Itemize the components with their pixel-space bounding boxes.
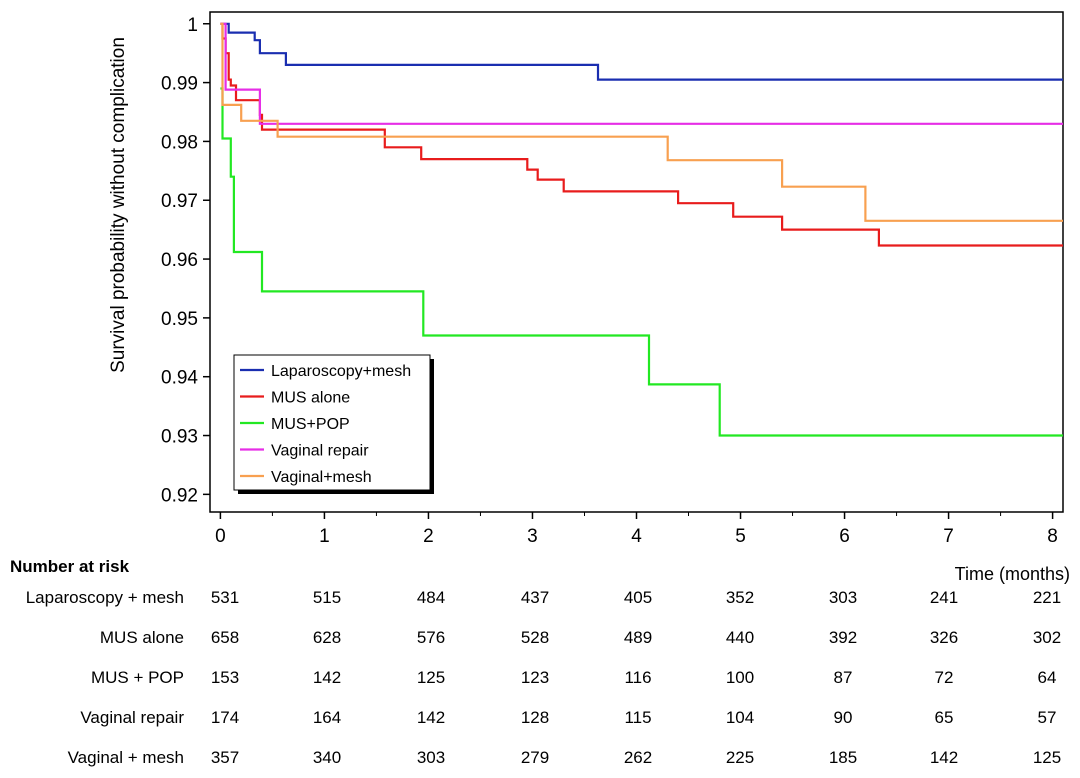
risk-row-label: Laparoscopy + mesh — [25, 588, 184, 607]
legend-label: Laparoscopy+mesh — [271, 363, 411, 380]
y-axis-label: Survival probability without complicatio… — [108, 37, 129, 373]
risk-cell: 164 — [312, 708, 342, 727]
x-tick-label: 4 — [631, 526, 642, 547]
km-chart: Survival probability without complicatio… — [108, 11, 1070, 584]
risk-cell: 185 — [828, 748, 858, 767]
risk-cell: 437 — [520, 588, 550, 607]
risk-cell: 221 — [1032, 588, 1062, 607]
risk-cell: 115 — [624, 708, 652, 727]
x-axis-label: Time (months) — [955, 564, 1070, 584]
risk-cell: 531 — [210, 588, 240, 607]
risk-row-label: Vaginal repair — [80, 708, 184, 727]
risk-cell: 225 — [725, 748, 755, 767]
y-tick-label: 1 — [187, 15, 198, 36]
x-tick-label: 2 — [423, 526, 434, 547]
y-tick-label: 0.99 — [161, 74, 198, 95]
risk-cell: 515 — [312, 588, 342, 607]
risk-cell: 104 — [725, 708, 755, 727]
risk-cell: 72 — [934, 668, 954, 687]
risk-cell: 352 — [725, 588, 755, 607]
risk-cell: 142 — [416, 708, 446, 727]
risk-cell: 489 — [623, 628, 653, 647]
risk-cell: 65 — [934, 708, 954, 727]
risk-cell: 174 — [210, 708, 240, 727]
risk-row-label: Vaginal + mesh — [67, 748, 184, 767]
y-tick-label: 0.97 — [161, 191, 198, 212]
y-tick-label: 0.96 — [161, 250, 198, 271]
risk-cell: 116 — [624, 668, 652, 687]
y-tick-label: 0.92 — [161, 485, 198, 506]
risk-cell: 142 — [312, 668, 342, 687]
risk-cell: 357 — [210, 748, 240, 767]
risk-cell: 576 — [416, 628, 446, 647]
risk-cell: 392 — [828, 628, 858, 647]
series-line-mus-alone — [220, 22, 1063, 247]
risk-cell: 125 — [1032, 748, 1062, 767]
y-tick-label: 0.95 — [161, 309, 198, 330]
x-tick-label: 1 — [319, 526, 330, 547]
risk-cell: 100 — [725, 668, 755, 687]
series-line-vaginal-repair — [220, 22, 1063, 125]
y-tick-label: 0.98 — [161, 132, 198, 153]
risk-cell: 262 — [623, 748, 653, 767]
y-tick-label: 0.93 — [161, 427, 198, 448]
x-tick-label: 0 — [215, 526, 226, 547]
risk-cell: 142 — [929, 748, 959, 767]
risk-cell: 279 — [520, 748, 550, 767]
risk-row-label: MUS + POP — [90, 668, 184, 687]
risk-cell: 302 — [1032, 628, 1062, 647]
x-tick-label: 8 — [1047, 526, 1058, 547]
legend: Laparoscopy+mesh MUS alone MUS+POP Vaginal … — [233, 354, 434, 494]
risk-cell: 628 — [312, 628, 342, 647]
risk-row-label: MUS alone — [99, 628, 184, 647]
x-tick-label: 5 — [735, 526, 746, 547]
risk-cell: 340 — [312, 748, 342, 767]
series-line-laparoscopy-mesh — [220, 22, 1063, 81]
risk-cell: 326 — [929, 628, 959, 647]
risk-cell: 123 — [520, 668, 550, 687]
risk-cell: 405 — [623, 588, 653, 607]
risk-cell: 303 — [828, 588, 858, 607]
risk-cell: 64 — [1037, 668, 1057, 687]
legend-label: Vaginal+mesh — [271, 469, 372, 486]
series-line-mus-pop — [220, 87, 1063, 437]
risk-table-title: Number at risk — [10, 557, 130, 576]
x-tick-label: 7 — [943, 526, 954, 547]
legend-label: Vaginal repair — [271, 443, 369, 460]
risk-cell: 125 — [416, 668, 446, 687]
risk-cell: 484 — [416, 588, 446, 607]
series-line-vaginal-mesh — [220, 22, 1063, 222]
legend-box — [233, 354, 431, 491]
risk-cell: 90 — [833, 708, 853, 727]
risk-cell: 440 — [725, 628, 755, 647]
legend-label: MUS+POP — [271, 416, 350, 433]
legend-label: MUS alone — [271, 390, 350, 407]
risk-cell: 658 — [210, 628, 240, 647]
x-tick-label: 3 — [527, 526, 538, 547]
risk-cell: 128 — [520, 708, 550, 727]
y-tick-label: 0.94 — [161, 368, 198, 389]
risk-cell: 528 — [520, 628, 550, 647]
risk-cell: 57 — [1037, 708, 1057, 727]
risk-cell: 153 — [210, 668, 240, 687]
x-tick-label: 6 — [839, 526, 850, 547]
risk-cell: 303 — [416, 748, 446, 767]
risk-cell: 87 — [833, 668, 853, 687]
risk-cell: 241 — [929, 588, 959, 607]
